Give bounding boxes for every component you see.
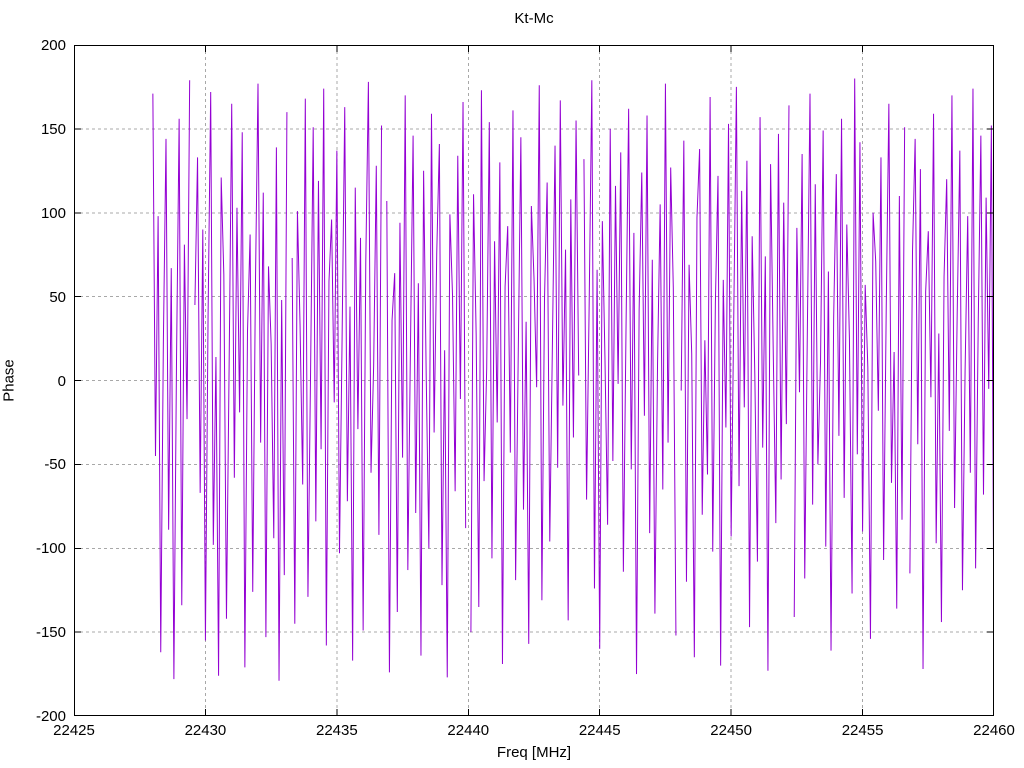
y-tick-label: -50 bbox=[44, 456, 66, 474]
data-series-path bbox=[152, 78, 994, 681]
x-tick-label: 22445 bbox=[578, 722, 621, 739]
x-tick-label: 22440 bbox=[447, 722, 490, 739]
plot-border bbox=[74, 45, 994, 716]
x-tick-label: 22455 bbox=[841, 722, 884, 739]
x-tick-label: 22425 bbox=[53, 722, 95, 739]
y-tick-label: -150 bbox=[35, 624, 66, 642]
x-axis-label: Freq [MHz] bbox=[496, 744, 572, 761]
x-tick-label: 22450 bbox=[710, 722, 752, 739]
plot-area bbox=[74, 45, 994, 716]
y-tick-label: -200 bbox=[35, 708, 66, 725]
x-tick-label: 22430 bbox=[184, 722, 227, 739]
chart-title: Kt-Mc bbox=[514, 10, 554, 27]
y-tick-label: 200 bbox=[40, 37, 66, 54]
y-tick-label: 100 bbox=[40, 204, 66, 222]
y-tick-label: 50 bbox=[49, 288, 66, 306]
y-tick-label: 150 bbox=[40, 120, 66, 138]
y-tick-label: 0 bbox=[57, 372, 66, 390]
y-tick-label: -100 bbox=[35, 540, 66, 558]
x-tick-label: 22460 bbox=[973, 722, 1015, 739]
chart-canvas bbox=[74, 45, 994, 716]
x-tick-label: 22435 bbox=[315, 722, 358, 739]
